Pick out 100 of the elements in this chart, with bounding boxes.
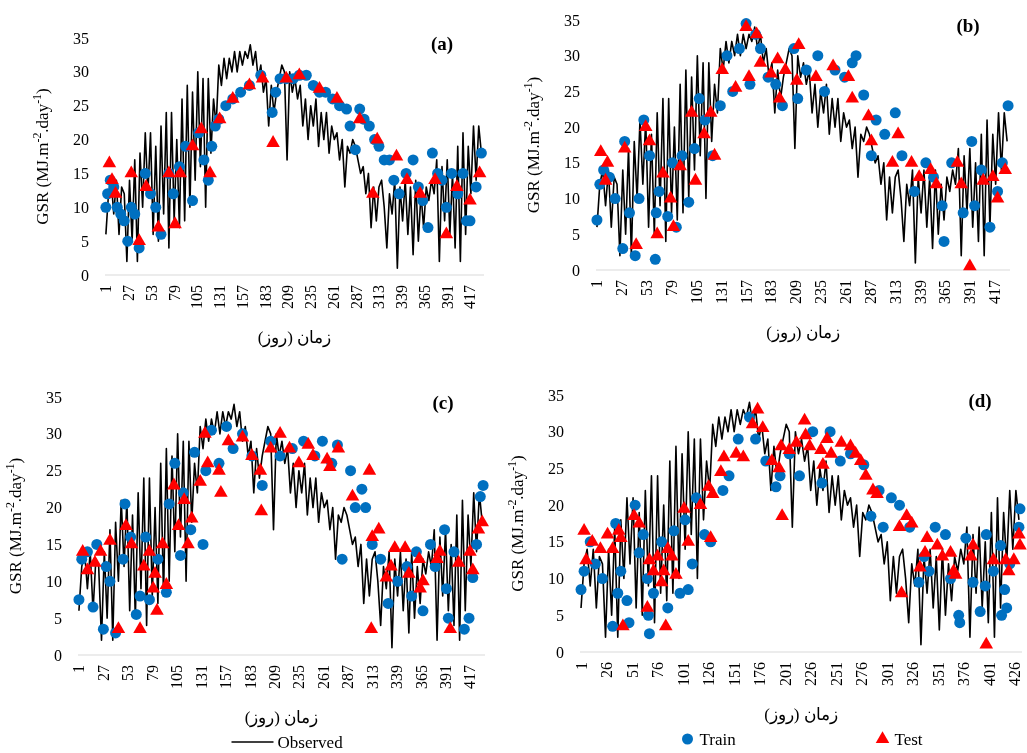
y-tick-label: 25 (73, 97, 89, 115)
point (400, 172, 414, 185)
point (950, 155, 965, 167)
x-tick-label: 1 (97, 285, 115, 293)
point (976, 172, 991, 185)
y-tick-label: 30 (564, 47, 580, 65)
y-tick-label: 25 (46, 462, 62, 480)
y-tick-label: 15 (73, 164, 89, 182)
x-tick-label: 53 (638, 280, 656, 296)
x-tick-label: 339 (388, 665, 406, 689)
point (593, 144, 608, 157)
x-axis-title: زمان (روز) (766, 323, 840, 343)
point (715, 62, 729, 74)
x-tick-label: 326 (904, 662, 922, 686)
x-tick-label: 426 (1006, 662, 1024, 686)
x-tick-label: 105 (168, 665, 186, 689)
x-tick-label: 301 (878, 662, 896, 686)
point (666, 219, 681, 232)
point (472, 165, 487, 178)
y-tick-label: 15 (564, 154, 580, 172)
x-tick-label: 287 (347, 285, 365, 309)
point (642, 133, 657, 146)
y-tick-label: 30 (73, 63, 89, 81)
x-tick-label: 365 (415, 285, 433, 309)
x-tick-label: 417 (461, 665, 479, 689)
y-tick-label: 10 (73, 198, 89, 216)
y-tick-label: 15 (548, 533, 564, 551)
point (904, 155, 919, 167)
y-tick-label: 20 (73, 131, 89, 149)
legend-label: Train (699, 729, 737, 749)
point (954, 176, 969, 189)
y-tick-label: 15 (46, 535, 62, 553)
x-tick-label: 27 (120, 285, 138, 301)
x-tick-label: 235 (302, 285, 320, 309)
x-tick-label: 201 (776, 662, 794, 686)
x-tick-label: 276 (853, 662, 871, 686)
x-tick-label: 365 (412, 665, 430, 689)
y-tick-label: 0 (572, 261, 580, 279)
point (703, 105, 718, 117)
point (656, 165, 670, 178)
point (998, 162, 1013, 174)
y-tick-label: 10 (564, 190, 580, 208)
x-tick-label: 105 (687, 280, 705, 304)
point (151, 219, 166, 232)
x-tick-label: 151 (725, 662, 743, 686)
point (428, 172, 442, 185)
point (598, 172, 613, 185)
x-tick-label: 51 (623, 662, 641, 678)
x-tick-label: 261 (837, 280, 855, 304)
point (912, 169, 926, 182)
x-tick-label: 235 (290, 665, 308, 689)
point (791, 37, 806, 49)
x-tick-label: 27 (94, 665, 112, 681)
y-tick-label: 5 (54, 609, 62, 627)
point (194, 121, 209, 134)
x-tick-label: 261 (324, 285, 342, 309)
point (463, 192, 477, 205)
x-tick-label: 1 (70, 665, 88, 673)
x-tick-label: 251 (827, 662, 845, 686)
y-tick-label: 10 (46, 572, 62, 590)
point (124, 165, 139, 178)
point (108, 185, 123, 198)
point (753, 55, 768, 67)
point (688, 172, 703, 185)
x-tick-label: 79 (143, 665, 161, 681)
y-tick-label: 5 (572, 225, 580, 243)
x-tick-label: 339 (393, 285, 411, 309)
point (132, 233, 146, 246)
point (389, 148, 404, 161)
x-tick-label: 105 (188, 285, 206, 309)
y-tick-label: 30 (46, 425, 62, 443)
point (330, 91, 344, 103)
point (185, 138, 200, 151)
x-tick-label: 313 (886, 280, 904, 304)
legend-label: Observed (277, 732, 344, 752)
point (826, 58, 840, 71)
y-tick-label: 5 (556, 606, 564, 624)
x-tick-label: 157 (737, 280, 755, 304)
x-tick-label: 183 (256, 285, 274, 309)
point (985, 169, 1000, 182)
point (845, 90, 860, 103)
point (990, 190, 1005, 203)
x-tick-label: 101 (674, 662, 692, 686)
x-tick-label: 235 (812, 280, 830, 304)
x-tick-label: 209 (265, 665, 283, 689)
x-tick-label: 391 (961, 280, 979, 304)
x-axis-title: زمان (روز) (257, 328, 332, 348)
point (617, 140, 632, 153)
x-tick-label: 79 (165, 285, 183, 301)
point (629, 237, 643, 249)
point (352, 111, 367, 124)
point (266, 135, 280, 147)
y-tick-label: 35 (73, 29, 89, 47)
point (809, 69, 823, 82)
x-tick-label: 1 (588, 280, 606, 288)
x-tick-label: 401 (980, 662, 998, 686)
x-tick-label: 209 (279, 285, 297, 309)
point (413, 185, 427, 198)
x-axis-title: زمان (روز) (244, 708, 319, 728)
x-tick-label: 26 (598, 662, 616, 678)
